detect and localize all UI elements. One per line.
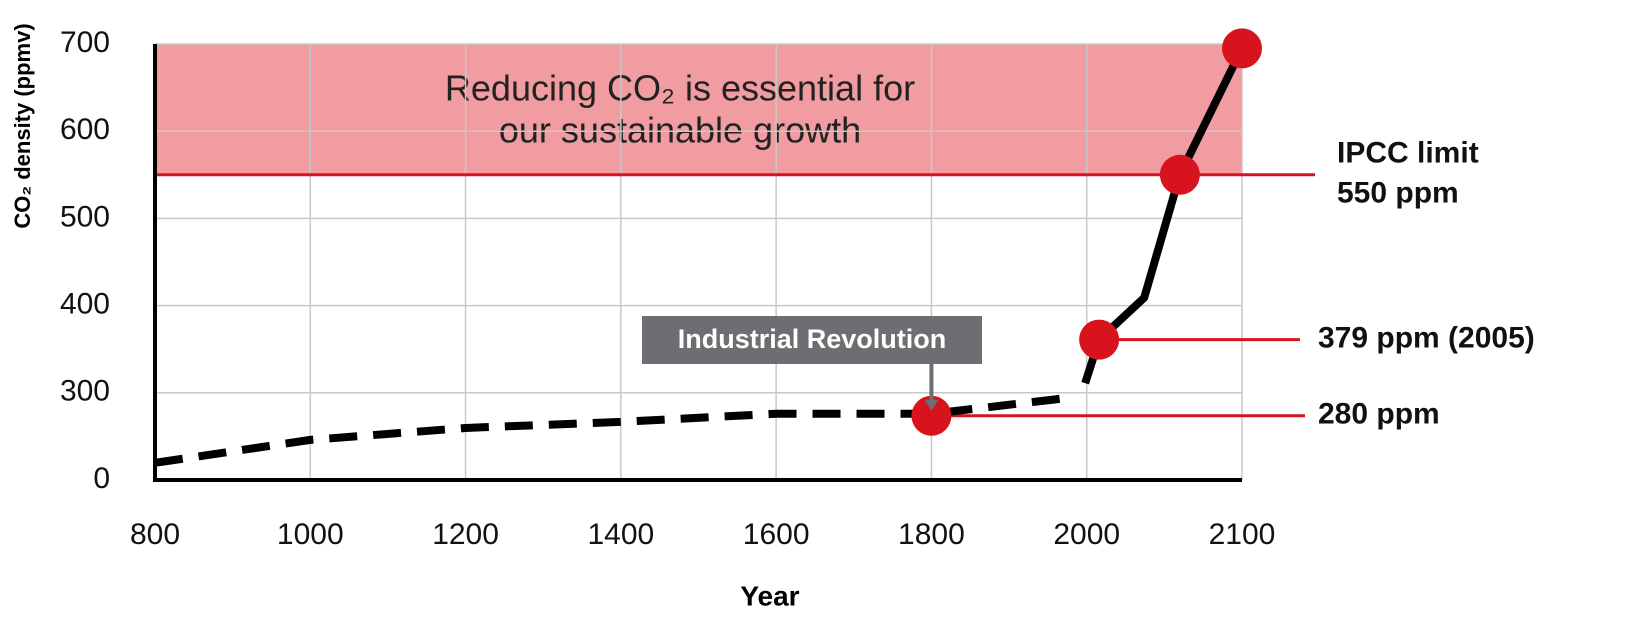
callout-arrowhead (924, 399, 939, 411)
data-point (1222, 28, 1262, 69)
x-tick-label: 1000 (277, 518, 344, 551)
callout-box (642, 316, 982, 364)
data-point (1159, 154, 1200, 195)
annotation: 379 ppm (2005) (1318, 322, 1535, 355)
y-axis-label: CO₂ density (ppmv) (10, 23, 35, 228)
band-text: our sustainable growth (499, 110, 861, 151)
x-tick-label: 1400 (587, 518, 654, 551)
band-text: Reducing CO₂ is essential for (445, 68, 915, 109)
annotation: 550 ppm (1337, 177, 1459, 210)
y-tick-label: 500 (60, 200, 110, 233)
x-axis-label: Year (740, 580, 799, 611)
data-point (911, 395, 952, 436)
annotation: 280 ppm (1318, 398, 1440, 431)
data-line (154, 393, 1071, 467)
y-tick-label: 400 (60, 288, 110, 321)
x-tick-label: 1200 (432, 518, 499, 551)
x-tick-label: 1600 (743, 518, 810, 551)
x-tick-label: 2100 (1209, 518, 1276, 551)
y-tick-label: 600 (60, 113, 110, 146)
annotation: IPCC limit (1337, 137, 1479, 170)
threshold-band (155, 44, 1242, 175)
x-tick-label: 1800 (898, 518, 965, 551)
callout-text: Industrial Revolution (678, 324, 947, 354)
y-tick-label: 0 (93, 462, 110, 495)
x-tick-label: 2000 (1053, 518, 1120, 551)
data-point (1079, 319, 1120, 360)
y-tick-label: 300 (60, 375, 110, 408)
y-tick-label: 700 (60, 26, 110, 59)
x-tick-label: 800 (130, 518, 180, 551)
